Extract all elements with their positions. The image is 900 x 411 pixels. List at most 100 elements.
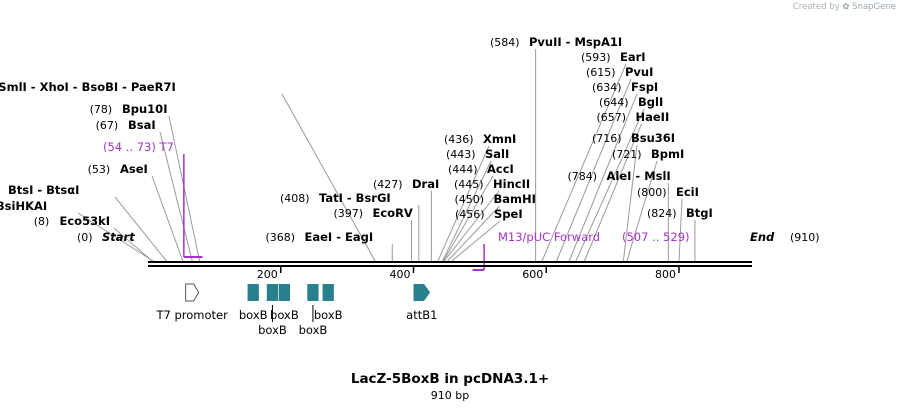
site-leader-line [574, 108, 645, 263]
start-position: (0) [77, 231, 93, 244]
site-leader-line [442, 190, 500, 263]
site-leader-line [583, 123, 642, 263]
feature-boxb[interactable]: boxB [314, 284, 343, 322]
site-position: (397) [334, 207, 364, 220]
enzyme-names: Eco53kI [60, 214, 111, 228]
restriction-site[interactable]: (408) TatI - BsrGI [280, 191, 420, 262]
end-label: End [750, 230, 775, 244]
promoter-arrow-icon [185, 283, 200, 302]
enzyme-names: AvaI - SmlI - XhoI - BsoBI - PaeR7I [0, 80, 176, 94]
restriction-site[interactable]: (824) BtgI [647, 206, 713, 262]
map-subtitle: 910 bp [430, 389, 470, 402]
restriction-site[interactable]: (436) XmnI [436, 132, 516, 263]
restriction-site[interactable]: (67) BsaI [96, 118, 193, 263]
enzyme-names: BamHI [494, 192, 536, 206]
site-position: (593) [581, 51, 611, 64]
ruler-ticks: 200 400 600 800 [257, 266, 680, 281]
restriction-site[interactable]: (368) EaeI - EagI [266, 230, 393, 262]
snapgene-logo-icon: ✿ [842, 2, 850, 12]
enzyme-names: PvuI [625, 65, 653, 79]
site-position: (784) [568, 170, 598, 183]
primer-layer: (54 .. 73) T7 M13/pUC Forward (507 .. 529) [103, 140, 690, 271]
enzyme-names: AccI [487, 162, 514, 176]
map-title: LacZ-5BoxB in pcDNA3.1+ [350, 371, 550, 387]
restriction-site[interactable]: (657) HaeII [583, 110, 669, 263]
restriction-site[interactable]: (444) AccI [442, 162, 514, 263]
restriction-site[interactable]: (716) Bsu36I [592, 131, 675, 263]
site-position: (800) [637, 186, 667, 199]
credit-brand: SnapGene [852, 2, 896, 12]
restriction-site[interactable]: (456) SpeI [450, 207, 523, 263]
site-position: (716) [592, 132, 622, 145]
primer-m13-puc-forward[interactable]: M13/pUC Forward (507 .. 529) [472, 230, 690, 271]
restriction-site[interactable]: (593) EarI [541, 50, 646, 263]
boxb-block [266, 284, 279, 301]
site-position: (67) [96, 119, 119, 132]
enzyme-names: BglI [638, 95, 663, 109]
boxb-block [307, 284, 319, 301]
restriction-site[interactable]: (53) AseI [88, 162, 184, 263]
primer-range: (507 .. 529) [622, 230, 690, 244]
restriction-site[interactable]: (721) BpmI [612, 147, 684, 263]
enzyme-names: SalI [485, 147, 509, 161]
site-position: (408) [280, 192, 310, 205]
restriction-site[interactable]: (584) PvuII - MspA1I [490, 35, 622, 262]
primer-label: (54 .. 73) T7 [103, 140, 174, 154]
feature-attb1[interactable]: attB1 [406, 284, 437, 322]
site-position: (456) [455, 208, 485, 221]
sequence-ends: (0) Start End (910) [77, 230, 820, 244]
restriction-site[interactable]: (450) BamHI [446, 192, 536, 263]
restriction-site-layer: (584) PvuII - MspA1I (593) EarI (615) PvuI(63… [0, 35, 713, 263]
restriction-site[interactable]: (443) SalI [441, 147, 509, 263]
ruler-tick: 400 [389, 266, 415, 281]
sequence-backbone [148, 261, 752, 267]
site-position: (615) [586, 66, 616, 79]
restriction-site[interactable]: (10)SacI - BsiHKAI [0, 199, 155, 263]
site-position: (824) [647, 207, 677, 220]
ruler-tick-label: 800 [655, 268, 676, 281]
restriction-site[interactable]: (427) DraI [373, 177, 439, 262]
snapgene-credit: Created by ✿ SnapGene [793, 2, 896, 12]
restriction-site[interactable]: (634) FspI [568, 80, 658, 263]
enzyme-names: EciI [676, 185, 699, 199]
site-leader-line [568, 93, 638, 263]
feature-label: boxB [239, 308, 268, 322]
feature-boxb[interactable]: boxB [239, 284, 268, 322]
site-leader-line [442, 175, 494, 263]
feature-t7-promoter[interactable]: T7 promoter [155, 283, 228, 322]
restriction-site[interactable]: (644) BglI [574, 95, 663, 263]
site-leader-line [541, 63, 627, 263]
restriction-site[interactable]: (343)AvaI - SmlI - XhoI - BsoBI - PaeR7I [0, 80, 377, 263]
restriction-site[interactable]: (8) Eco53kI [34, 214, 154, 263]
feature-label: boxB [314, 308, 343, 322]
site-position: (657) [597, 111, 627, 124]
site-leader-line [77, 212, 155, 263]
feature-label: boxB [270, 308, 299, 322]
enzyme-names: SacI - BsiHKAI [0, 199, 47, 213]
restriction-site[interactable]: (445) HincII [442, 177, 530, 263]
site-position: (436) [444, 133, 474, 146]
ruler-tick: 600 [522, 266, 547, 281]
restriction-site[interactable]: (29)BtsI - BtsαI [0, 183, 168, 263]
restriction-site[interactable]: (784) AleI - MslI [568, 169, 671, 262]
restriction-site[interactable]: (615) PvuI [555, 65, 653, 263]
ruler-tick: 800 [655, 266, 680, 281]
enzyme-names: PvuII - MspA1I [529, 35, 622, 49]
boxb-block [322, 284, 334, 301]
boxb-block [247, 284, 259, 301]
feature-boxb[interactable]: boxB [270, 284, 299, 322]
restriction-site[interactable]: (800) EciI [637, 185, 699, 263]
site-position: (450) [455, 193, 485, 206]
restriction-site[interactable]: (397) EcoRV [334, 206, 413, 262]
primer-t7[interactable]: (54 .. 73) T7 [103, 140, 203, 258]
restriction-site[interactable]: (78) Bpu10I [90, 102, 201, 263]
site-position: (427) [373, 178, 403, 191]
site-leader-line [114, 196, 168, 263]
feature-boxb[interactable]: boxB [299, 284, 328, 337]
start-label: Start [102, 230, 135, 244]
site-leader-line [555, 78, 632, 263]
site-position: (721) [612, 148, 642, 161]
feature-boxb[interactable]: boxB [258, 284, 287, 337]
